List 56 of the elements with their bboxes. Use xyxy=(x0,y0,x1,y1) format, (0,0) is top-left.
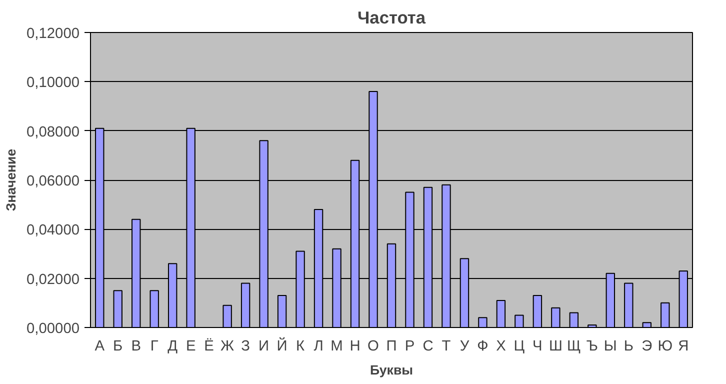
bar xyxy=(569,312,579,328)
x-tick-label: Е xyxy=(186,338,196,354)
x-tick-label: О xyxy=(368,338,379,354)
x-tick-label: Х xyxy=(496,338,506,354)
x-tick-label: З xyxy=(241,338,250,354)
x-tick-label: К xyxy=(296,338,306,354)
x-tick-label: У xyxy=(460,338,470,354)
x-tick-label: М xyxy=(330,338,343,354)
bar xyxy=(551,307,560,328)
x-tick-label: Н xyxy=(350,338,360,354)
bar xyxy=(277,295,287,328)
x-axis-title: Буквы xyxy=(370,362,414,378)
bar xyxy=(660,302,670,328)
y-tick-label: 0,04000 xyxy=(26,222,80,239)
x-tick-label: Б xyxy=(113,338,123,354)
x-tick-label: Ё xyxy=(204,338,214,354)
bar xyxy=(222,304,232,328)
x-tick-label: Г xyxy=(150,338,158,354)
y-tick-label: 0,00000 xyxy=(26,321,80,337)
x-tick-label: Я xyxy=(678,338,689,354)
x-tick-label: Ч xyxy=(532,338,542,354)
bar xyxy=(240,282,250,328)
x-tick-label: Ц xyxy=(514,338,525,354)
x-tick-label: Ф xyxy=(477,338,488,354)
x-tick-label: С xyxy=(422,338,434,354)
bar xyxy=(624,282,634,328)
x-tick-label: Ж xyxy=(220,338,235,354)
y-tick-label: 0,12000 xyxy=(26,26,80,42)
x-tick-label: А xyxy=(94,338,105,354)
x-tick-label: Ъ xyxy=(586,338,598,354)
x-tick-label: П xyxy=(386,338,397,354)
x-tick-label: В xyxy=(131,338,141,354)
bar xyxy=(150,290,159,328)
y-tick-label: 0,02000 xyxy=(26,272,80,288)
x-tick-label: И xyxy=(258,338,270,354)
x-tick-label: Д xyxy=(168,338,178,354)
x-tick-label: Ь xyxy=(624,338,634,354)
bar xyxy=(532,295,542,328)
bar xyxy=(478,317,488,328)
y-tick-label: 0,10000 xyxy=(26,75,80,92)
x-tick-label: Э xyxy=(642,338,653,354)
x-tick-label: Щ xyxy=(567,338,582,354)
bar xyxy=(514,314,524,328)
x-tick-label: Р xyxy=(404,338,415,354)
chart-title: Частота xyxy=(358,8,426,28)
bar xyxy=(496,300,506,328)
x-tick-label: Ы xyxy=(604,338,617,354)
y-tick-label: 0,06000 xyxy=(26,174,80,190)
x-tick-label: Й xyxy=(276,336,288,354)
y-tick-label: 0,08000 xyxy=(26,124,80,140)
x-tick-label: Л xyxy=(314,338,324,354)
bar xyxy=(113,290,122,328)
y-axis-title: Значение xyxy=(4,148,19,212)
x-tick-label: Ш xyxy=(548,338,562,354)
x-tick-label: Ю xyxy=(658,338,673,354)
x-tick-label: Т xyxy=(442,338,451,354)
